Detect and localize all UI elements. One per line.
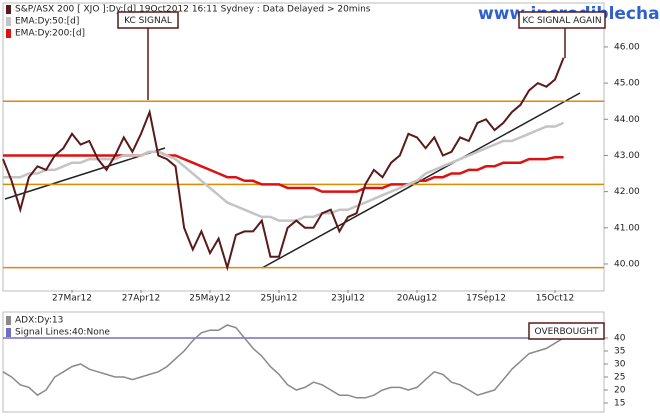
legend-label: Signal Lines:40:None <box>15 328 110 338</box>
adx-panel-frame <box>2 311 605 413</box>
y-tick-label: 41.00 <box>614 223 640 233</box>
legend-label: ADX:Dy:13 <box>15 316 63 326</box>
legend-label: EMA:Dy:200:[d] <box>15 29 85 39</box>
series-line <box>2 324 564 399</box>
y-tick-label: 45.00 <box>614 79 640 89</box>
legend-swatch <box>6 29 11 38</box>
x-tick-label: 27Mar12 <box>52 294 92 304</box>
annotation: KC SIGNAL AGAIN <box>522 16 601 26</box>
x-tick-label: 23Jul12 <box>331 294 365 304</box>
series-line <box>3 150 564 193</box>
annotation-box <box>528 322 605 340</box>
annotation-box <box>117 11 179 29</box>
price-panel-frame <box>2 2 605 292</box>
y-tick-label: 40.00 <box>614 259 640 269</box>
y-tick-label: 46.00 <box>614 42 640 52</box>
y-tick-label: 30 <box>614 359 626 369</box>
legend-label: S&P/ASX 200 [ XJO ]:Dy:[d] 19Oct2012 16:… <box>15 5 371 15</box>
legend-label: EMA:Dy:50:[d] <box>15 17 79 27</box>
x-tick-label: 17Sep12 <box>466 294 506 304</box>
y-tick-label: 43.00 <box>614 151 640 161</box>
y-tick-label: 20 <box>614 385 626 395</box>
y-tick-label: 35 <box>614 346 625 356</box>
annotation: OVERBOUGHT <box>535 327 599 337</box>
x-tick-label: 15Oct12 <box>536 294 574 304</box>
series-line <box>2 57 565 272</box>
y-tick-label: 25 <box>614 372 625 382</box>
x-tick-label: 20Aug12 <box>397 294 437 304</box>
legend-swatch <box>6 5 11 14</box>
legend-swatch <box>6 328 11 337</box>
x-tick-label: 27Apr12 <box>122 294 160 304</box>
x-tick-label: 25May12 <box>189 294 231 304</box>
y-tick-label: 42.00 <box>614 187 640 197</box>
legend-swatch <box>6 316 11 325</box>
x-tick-label: 25Jun12 <box>261 294 298 304</box>
legend-swatch <box>6 17 11 26</box>
y-tick-label: 40 <box>614 333 626 343</box>
annotation: KC SIGNAL <box>124 16 172 26</box>
annotation-box <box>518 11 606 29</box>
y-tick-label: 44.00 <box>614 115 640 125</box>
y-tick-label: 15 <box>614 398 625 408</box>
series-line <box>3 121 565 222</box>
